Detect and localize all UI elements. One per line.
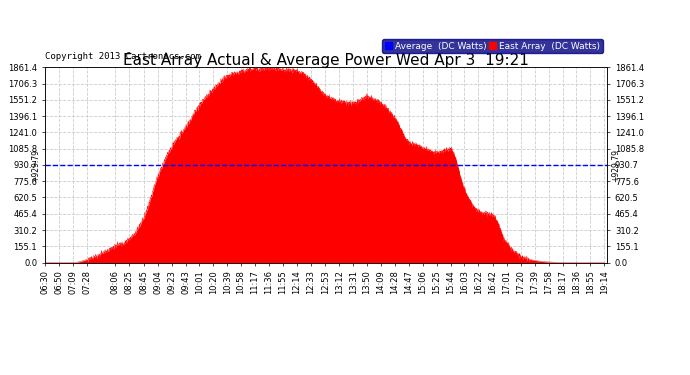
Text: +929.79: +929.79	[611, 148, 620, 182]
Title: East Array Actual & Average Power Wed Apr 3  19:21: East Array Actual & Average Power Wed Ap…	[123, 53, 529, 68]
Legend: Average  (DC Watts), East Array  (DC Watts): Average (DC Watts), East Array (DC Watts…	[382, 39, 602, 53]
Text: +929.79: +929.79	[32, 148, 41, 182]
Text: Copyright 2013 Cartronics.com: Copyright 2013 Cartronics.com	[45, 52, 201, 61]
